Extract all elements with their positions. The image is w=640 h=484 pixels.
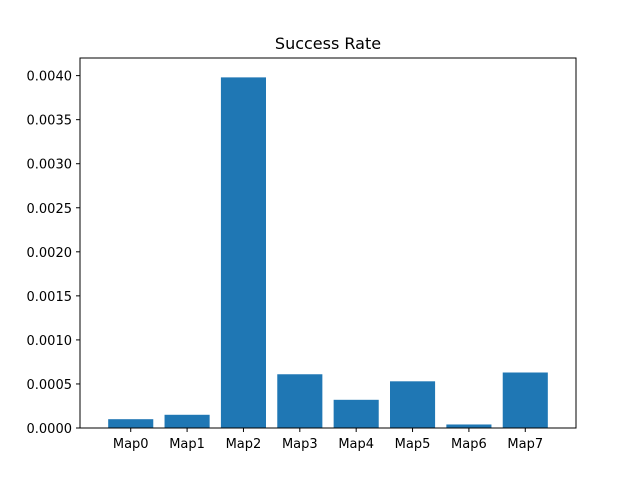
y-tick-label: 0.0015 [27, 290, 73, 305]
x-tick-label: Map1 [169, 437, 205, 452]
y-tick-label: 0.0010 [27, 334, 73, 349]
x-tick-label: Map4 [338, 437, 374, 452]
bar-map4 [333, 399, 379, 428]
bar-map6 [446, 424, 492, 428]
y-axis: 0.0000 0.0005 0.0010 0.0015 0.0020 0.0025 0.00… [27, 70, 80, 437]
bar-map5 [390, 381, 436, 428]
bar-map3 [277, 374, 323, 428]
chart-title: Success Rate [275, 34, 381, 53]
y-tick-label: 0.0000 [27, 422, 73, 437]
y-tick-label: 0.0035 [27, 114, 73, 129]
y-tick-label: 0.0025 [27, 202, 73, 217]
bar-map0 [108, 419, 154, 428]
y-tick-label: 0.0005 [27, 378, 73, 393]
x-tick-label: Map0 [113, 437, 149, 452]
bars-layer [108, 77, 548, 428]
x-tick-label: Map7 [507, 437, 543, 452]
y-tick-label: 0.0030 [27, 158, 73, 173]
y-tick-label: 0.0020 [27, 246, 73, 261]
bar-map2 [220, 77, 266, 428]
plot-frame [79, 57, 577, 429]
x-tick-label: Map2 [226, 437, 262, 452]
bar-map1 [164, 414, 210, 428]
x-axis: Map0 Map1 Map2 Map3 Map4 Map5 Map6 Map7 [113, 428, 543, 452]
x-tick-label: Map5 [395, 437, 431, 452]
bar-map7 [502, 372, 548, 428]
x-tick-label: Map6 [451, 437, 487, 452]
y-tick-label: 0.0040 [27, 70, 73, 85]
x-tick-label: Map3 [282, 437, 318, 452]
